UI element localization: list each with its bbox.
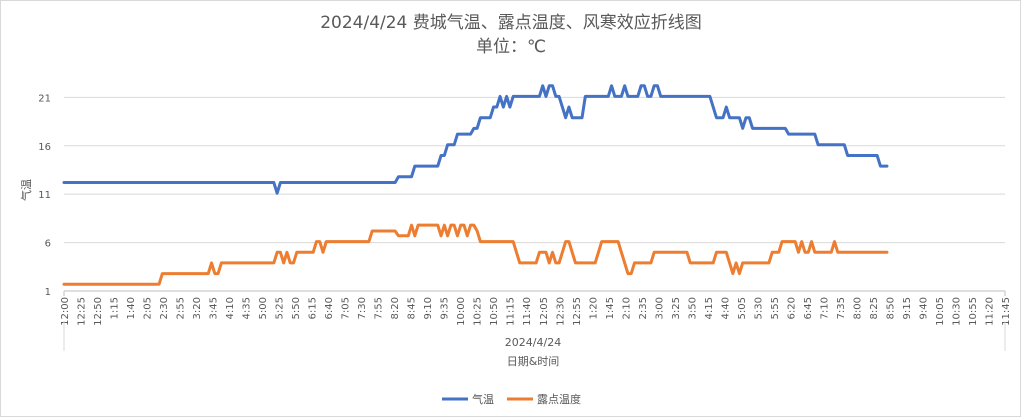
x-tick-label: 2:05 — [143, 297, 154, 319]
x-tick-label: 1:40 — [126, 297, 137, 319]
x-tick-label: 12:00 — [60, 297, 71, 326]
x-tick-label: 3:50 — [687, 297, 698, 319]
x-tick-label: 9:35 — [440, 297, 451, 319]
x-tick-label: 4:10 — [225, 297, 236, 319]
chart-title: 2024/4/24 费城气温、露点温度、风寒效应折线图 — [320, 13, 702, 33]
x-tick-label: 11:45 — [1001, 297, 1012, 326]
x-tick-label: 12:30 — [555, 297, 566, 326]
x-tick-label: 10:50 — [489, 297, 500, 326]
x-tick-label: 3:25 — [671, 297, 682, 319]
x-tick-label: 10:55 — [968, 297, 979, 326]
x-tick-label: 2:55 — [176, 297, 187, 319]
x-tick-label: 1:45 — [605, 297, 616, 319]
series-line-temperature — [62, 84, 889, 195]
x-tick-label: 5:55 — [770, 297, 781, 319]
x-tick-label: 5:05 — [737, 297, 748, 319]
x-tick-label: 11:15 — [506, 297, 517, 326]
x-tick-label: 6:40 — [324, 297, 335, 319]
x-tick-label: 5:00 — [258, 297, 269, 319]
x-tick-label: 6:15 — [308, 297, 319, 319]
y-tick-label: 21 — [38, 93, 51, 104]
x-tick-label: 10:00 — [456, 297, 467, 326]
x-tick-label: 2:35 — [638, 297, 649, 319]
x-tick-label: 9:10 — [423, 297, 434, 319]
x-tick-label: 12:25 — [77, 297, 88, 326]
x-tick-label: 4:35 — [242, 297, 253, 319]
x-tick-label: 10:05 — [935, 297, 946, 326]
x-tick-label: 4:15 — [704, 297, 715, 319]
legend-label-dewpoint: 露点温度 — [537, 392, 581, 406]
y-axis-title: 气温 — [19, 179, 33, 201]
x-tick-label: 10:25 — [473, 297, 484, 326]
x-axis: 12:00 12:25 12:50 1:15 1:40 2:05 2:30 2:55 3:20 3… — [60, 290, 1012, 351]
x-tick-label: 8:25 — [869, 297, 880, 319]
y-tick-label: 1 — [45, 287, 51, 298]
x-tick-label: 5:25 — [275, 297, 286, 319]
legend-label-temperature: 气温 — [472, 392, 494, 406]
x-tick-label: 3:00 — [654, 297, 665, 319]
series-line-dewpoint — [62, 223, 889, 286]
y-tick-label: 11 — [38, 190, 51, 201]
x-tick-label: 7:55 — [374, 297, 385, 319]
x-tick-label: 9:40 — [918, 297, 929, 319]
legend: 气温 露点温度 — [442, 392, 581, 406]
x-tick-label: 7:30 — [357, 297, 368, 319]
x-tick-label: 8:50 — [885, 297, 896, 319]
x-tick-label: 6:20 — [786, 297, 797, 319]
x-axis-title: 日期&时间 — [507, 355, 560, 368]
y-tick-label: 6 — [45, 239, 51, 250]
x-tick-label: 8:20 — [390, 297, 401, 319]
x-tick-label: 12:55 — [572, 297, 583, 326]
x-tick-label: 9:15 — [902, 297, 913, 319]
x-tick-label: 3:20 — [192, 297, 203, 319]
x-tick-label: 7:10 — [819, 297, 830, 319]
x-tick-label: 5:30 — [753, 297, 764, 319]
x-tick-label: 4:40 — [720, 297, 731, 319]
x-tick-label: 7:05 — [341, 297, 352, 319]
x-tick-label: 2:10 — [621, 297, 632, 319]
x-axis-date-label: 2024/4/24 — [505, 336, 561, 349]
x-tick-label: 2:30 — [159, 297, 170, 319]
x-tick-label: 12:50 — [93, 297, 104, 326]
series-group — [62, 84, 889, 286]
x-tick-label: 5:50 — [291, 297, 302, 319]
x-tick-label: 12:05 — [539, 297, 550, 326]
y-tick-label: 16 — [38, 142, 51, 153]
x-tick-label: 7:35 — [836, 297, 847, 319]
x-tick-label: 3:45 — [209, 297, 220, 319]
x-tick-label: 10:30 — [951, 297, 962, 326]
chart-subtitle: 单位：℃ — [476, 37, 546, 57]
x-tick-label: 6:45 — [803, 297, 814, 319]
x-tick-label: 1:20 — [588, 297, 599, 319]
x-tick-label: 8:45 — [407, 297, 418, 319]
x-tick-label: 8:00 — [852, 297, 863, 319]
x-tick-label: 1:15 — [110, 297, 121, 319]
x-tick-label: 11:40 — [522, 297, 533, 326]
x-tick-label: 11:20 — [984, 297, 995, 326]
